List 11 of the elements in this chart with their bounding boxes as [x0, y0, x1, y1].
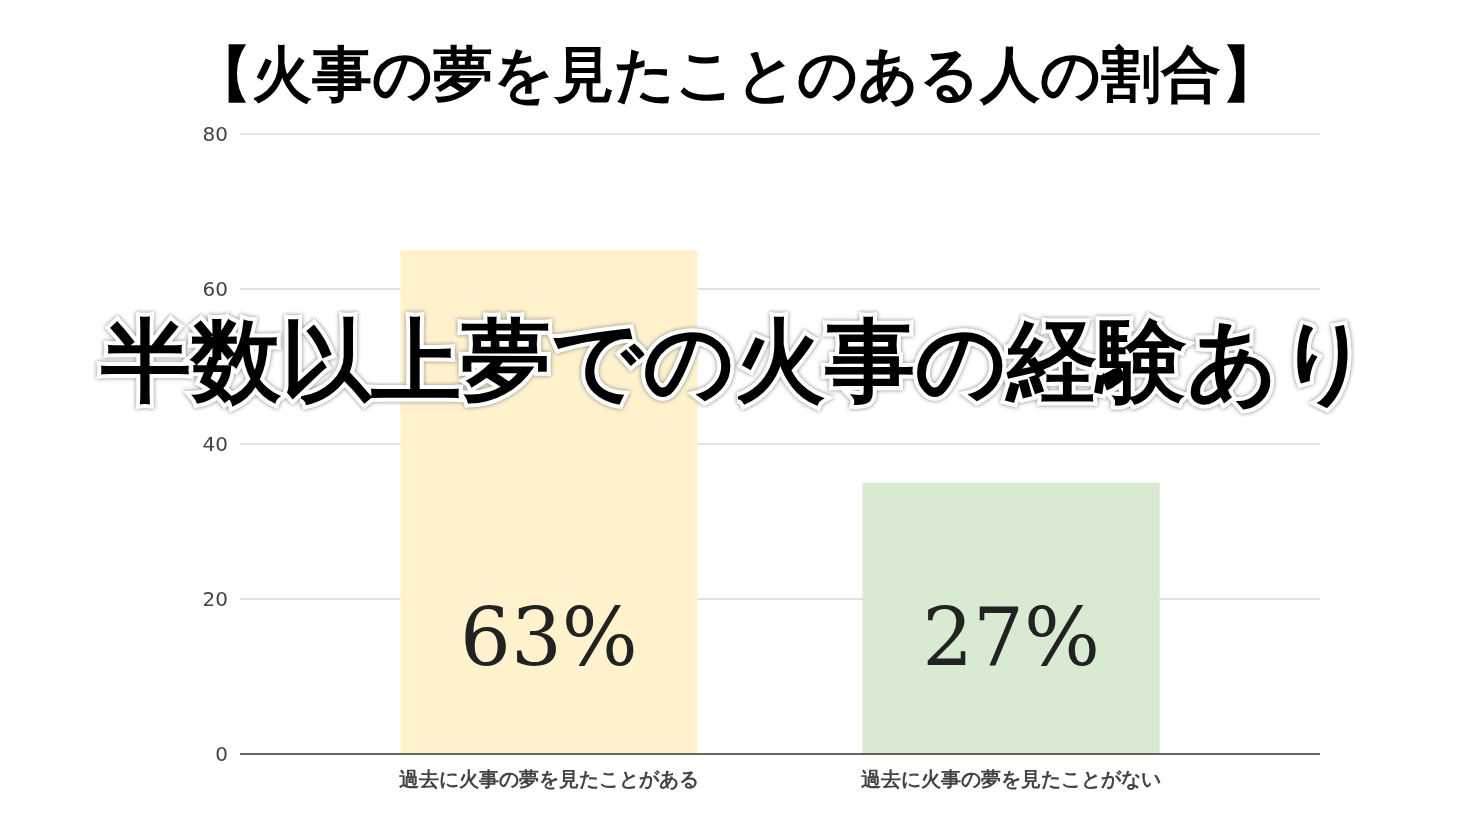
y-tick-label: 40 [202, 432, 228, 456]
x-tick-label: 過去に火事の夢を見たことがある [397, 767, 699, 791]
chart-title: 【火事の夢を見たことのある人の割合】 [191, 39, 1281, 109]
annotation: 63% [460, 591, 638, 684]
annotation: 半数以上夢での火事の経験あり [100, 308, 1371, 413]
y-tick-label: 60 [202, 277, 228, 301]
y-tick-label: 0 [215, 742, 228, 766]
annotation: 27% [922, 591, 1100, 684]
x-tick-label: 過去に火事の夢を見たことがない [860, 767, 1162, 791]
y-tick-label: 80 [202, 122, 228, 146]
y-tick-label: 20 [202, 587, 228, 611]
